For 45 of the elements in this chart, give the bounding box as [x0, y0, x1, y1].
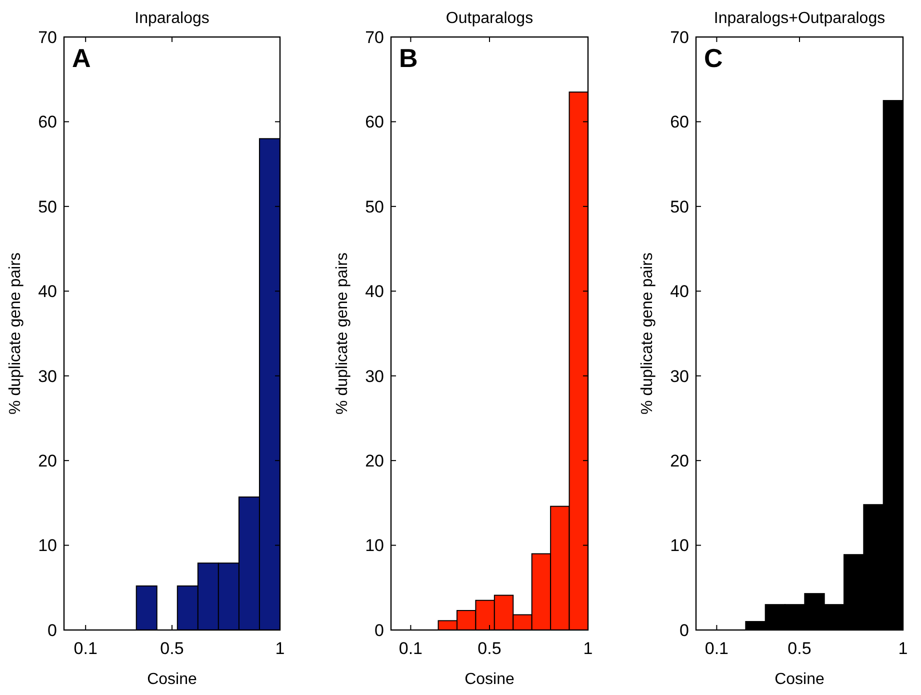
x-tick-label: 1 — [583, 639, 593, 658]
x-axis-title: Cosine — [774, 671, 824, 688]
chart-title: Inparalogs+Outparalogs — [714, 10, 886, 27]
y-tick-label: 30 — [670, 366, 689, 386]
y-tick-label: 70 — [365, 28, 384, 47]
y-tick-label: 50 — [365, 197, 384, 216]
y-tick-label: 40 — [38, 282, 57, 302]
annotation: B — [399, 43, 418, 73]
x-axis-title: Cosine — [147, 671, 197, 688]
y-tick-label: 70 — [670, 28, 689, 47]
y-tick-label: 40 — [670, 282, 689, 302]
x-tick-label: 1 — [275, 639, 285, 658]
y-tick-label: 50 — [670, 197, 689, 216]
x-tick-label: 0.5 — [160, 639, 184, 658]
y-tick-label: 0 — [374, 620, 384, 640]
x-tick-label: 0.5 — [788, 639, 812, 658]
y-tick-label: 10 — [670, 536, 689, 556]
y-axis-title: % duplicate gene pairs — [334, 252, 351, 414]
y-tick-label: 30 — [38, 366, 57, 386]
y-tick-label: 20 — [38, 452, 57, 471]
x-tick-label: 0.1 — [398, 639, 423, 658]
chart-title: Inparalogs — [134, 10, 210, 27]
y-tick-label: 60 — [670, 112, 689, 132]
y-tick-label: 20 — [670, 452, 689, 471]
x-axis-title: Cosine — [464, 671, 514, 688]
x-tick-label: 0.1 — [74, 639, 98, 658]
y-tick-label: 20 — [365, 452, 384, 471]
y-tick-label: 40 — [365, 282, 384, 302]
x-tick-label: 0.1 — [704, 639, 729, 658]
y-tick-label: 0 — [48, 620, 57, 640]
y-axis-title: % duplicate gene pairs — [7, 252, 24, 414]
y-tick-label: 10 — [38, 536, 57, 556]
annotation: A — [72, 43, 91, 73]
y-tick-label: 60 — [38, 112, 57, 132]
x-tick-label: 1 — [898, 639, 908, 658]
y-tick-label: 50 — [38, 197, 57, 216]
y-tick-label: 30 — [365, 366, 384, 386]
y-axis-title: % duplicate gene pairs — [639, 252, 656, 414]
x-tick-label: 0.5 — [478, 639, 502, 658]
y-tick-label: 70 — [38, 28, 57, 47]
y-tick-label: 0 — [680, 620, 689, 640]
y-tick-label: 10 — [365, 536, 384, 556]
chart-title: Outparalogs — [446, 10, 534, 27]
annotation: C — [704, 43, 723, 73]
y-tick-label: 60 — [365, 112, 384, 132]
